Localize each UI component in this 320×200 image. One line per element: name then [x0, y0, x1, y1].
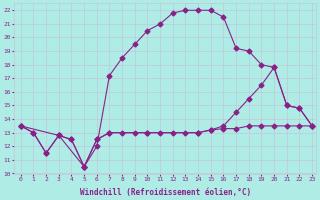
X-axis label: Windchill (Refroidissement éolien,°C): Windchill (Refroidissement éolien,°C) — [80, 188, 251, 197]
